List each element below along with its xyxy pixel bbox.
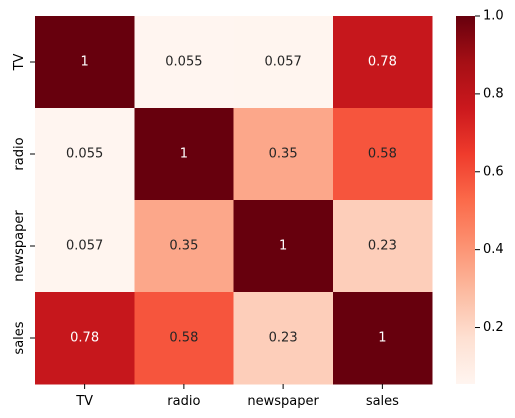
heatmap-cell [233, 292, 334, 385]
cell-value-label: 0.057 [66, 239, 103, 254]
cell-annotations: 1 0.055 0.057 0.78 0.055 1 0.35 0.58 0.057 0.35 1 0… [66, 55, 397, 346]
cell-value-label: 0.055 [66, 147, 103, 162]
colorbar-tick-label: 0.2 [483, 320, 504, 335]
y-tick-label: TV [12, 53, 27, 71]
colorbar-tick-label: 0.4 [483, 242, 504, 257]
colorbar-tick-label: 0.8 [483, 86, 504, 101]
x-tick-label: radio [167, 394, 200, 409]
heatmap-cell [35, 16, 135, 109]
heatmap-cell [332, 16, 433, 109]
heatmap-cell [134, 200, 234, 293]
x-tick-label: TV [75, 394, 93, 409]
heatmap-cell [233, 200, 334, 293]
heatmap-cell [332, 108, 433, 201]
cell-value-label: 0.23 [368, 239, 397, 254]
cell-value-label: 0.23 [269, 331, 298, 346]
heatmap-cell [332, 200, 433, 293]
colorbar-tick-label: 0.6 [483, 164, 504, 179]
y-tick-label: sales [12, 321, 27, 354]
cell-value-label: 1 [378, 331, 386, 346]
cell-value-label: 0.78 [70, 331, 99, 346]
heatmap-cell [35, 108, 135, 201]
heatmap-cell [233, 16, 334, 109]
colorbar: 0.2 0.4 0.6 0.8 1.0 [456, 9, 504, 384]
heatmap-cell [233, 108, 334, 201]
y-axis-ticks: TV radio newspaper sales [12, 53, 35, 355]
x-tick-label: sales [366, 394, 399, 409]
cell-value-label: 0.35 [269, 147, 298, 162]
cell-value-label: 1 [279, 239, 287, 254]
cell-value-label: 0.58 [169, 331, 198, 346]
cell-value-label: 0.055 [165, 55, 202, 70]
colorbar-ticks: 0.2 0.4 0.6 0.8 1.0 [475, 9, 504, 335]
y-tick-label: radio [12, 137, 27, 170]
heatmap-cell [35, 292, 135, 385]
heatmap-cell [35, 200, 135, 293]
heatmap-cell [134, 16, 234, 109]
cell-value-label: 0.78 [368, 55, 397, 70]
heatmap-cell [134, 292, 234, 385]
heatmap-cell [134, 108, 234, 201]
cell-value-label: 1 [80, 55, 88, 70]
cell-value-label: 1 [180, 147, 188, 162]
cell-value-label: 0.58 [368, 147, 397, 162]
y-tick-label: newspaper [12, 210, 27, 282]
colorbar-gradient [456, 16, 475, 384]
cell-value-label: 0.057 [265, 55, 302, 70]
cell-value-label: 0.35 [169, 239, 198, 254]
x-tick-label: newspaper [247, 394, 319, 409]
heatmap-cell [332, 292, 433, 385]
colorbar-tick-label: 1.0 [483, 9, 504, 24]
x-axis-ticks: TV radio newspaper sales [75, 384, 399, 409]
heatmap-cells [35, 16, 433, 385]
